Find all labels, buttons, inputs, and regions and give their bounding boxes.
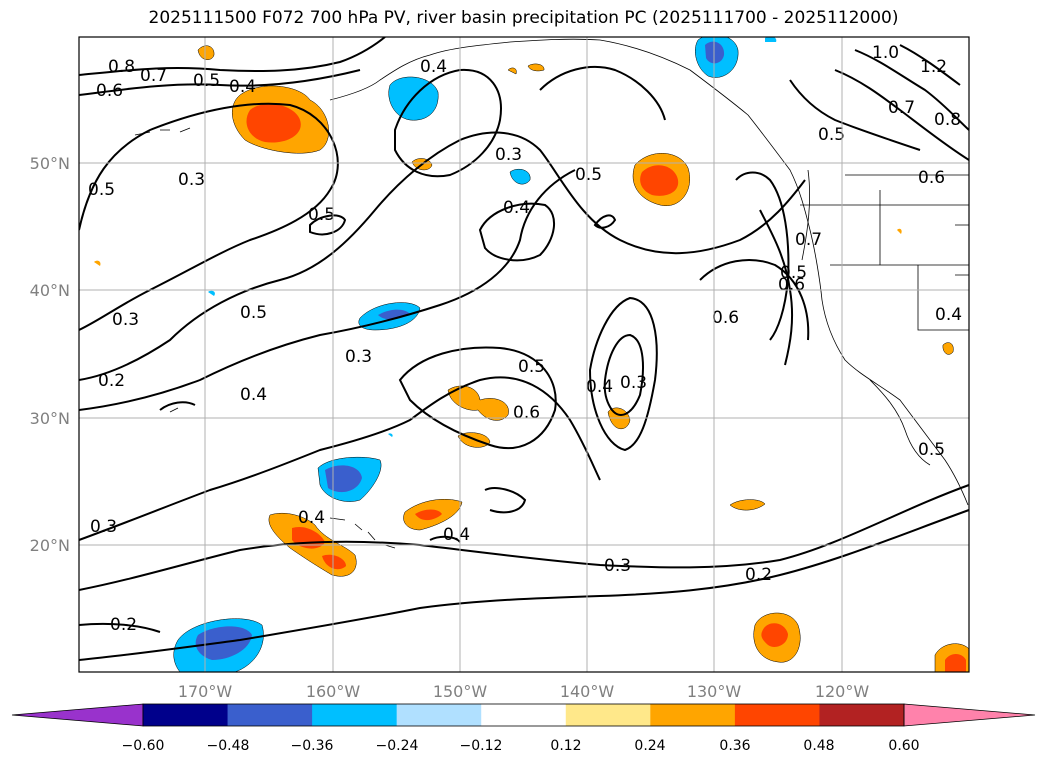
map-area: 0.8 0.7 0.6 0.5 0.4 0.4 0.3 0.5 0.3 0.5 … (79, 37, 969, 672)
colorbar-tick-label: 0.48 (803, 738, 834, 754)
contour-label: 0.3 (495, 145, 522, 165)
lon-label: 160°W (306, 682, 361, 701)
contour-label: 0.7 (140, 66, 167, 86)
contour-label: 0.8 (934, 110, 961, 130)
contour-label: 0.6 (918, 168, 945, 188)
lat-label: 30°N (30, 409, 70, 428)
colorbar-segment (396, 704, 482, 726)
colorbar-segment (143, 704, 229, 726)
colorbar-segment (819, 704, 905, 726)
contour-label: 0.6 (513, 403, 540, 423)
coastlines (134, 38, 969, 549)
colorbar-tick-label: 0.24 (634, 738, 665, 754)
lat-label: 20°N (30, 536, 70, 555)
colorbar-extend-high (903, 703, 1036, 727)
contour-label: 0.2 (110, 615, 137, 635)
colorbar-segment (312, 704, 398, 726)
contour-label: 0.4 (229, 77, 256, 97)
precip-shading (94, 37, 969, 672)
colorbar-tick-label: −0.36 (291, 738, 334, 754)
colorbar-tick-labels: −0.60 −0.48 −0.36 −0.24 −0.12 0.12 0.24 … (122, 738, 920, 754)
contour-label: 1.2 (920, 57, 947, 77)
contour-label: 0.3 (345, 347, 372, 367)
colorbar-tick-label: 0.12 (550, 738, 581, 754)
colorbar-tick-label: 0.36 (719, 738, 750, 754)
contour-label: 0.4 (298, 508, 325, 528)
contour-label: 0.5 (240, 303, 267, 323)
contour-label: 0.4 (586, 377, 613, 397)
colorbar-tick-label: −0.60 (122, 738, 165, 754)
contour-label: 0.4 (420, 57, 447, 77)
contour-labels: 0.8 0.7 0.6 0.5 0.4 0.4 0.3 0.5 0.3 0.5 … (88, 43, 962, 635)
contour-label: 0.3 (178, 170, 205, 190)
contour-label: 0.4 (240, 385, 267, 405)
colorbar-segment (227, 704, 313, 726)
contour-label: 1.0 (872, 43, 899, 63)
contour-label: 0.5 (518, 357, 545, 377)
colorbar-segment (650, 704, 736, 726)
contour-label: 0.4 (503, 198, 530, 218)
lon-label: 140°W (560, 682, 615, 701)
contour-label: 0.3 (620, 373, 647, 393)
chart-title: 2025111500 F072 700 hPa PV, river basin … (148, 8, 899, 28)
contour-label: 0.5 (88, 180, 115, 200)
colorbar-extend-low (11, 703, 144, 727)
colorbar-segment (565, 704, 651, 726)
contour-label: 0.4 (443, 525, 470, 545)
contour-label: 0.3 (90, 517, 117, 537)
map-frame (78, 36, 970, 673)
lon-label: 150°W (433, 682, 488, 701)
contour-label: 0.5 (575, 165, 602, 185)
contour-label: 0.5 (193, 71, 220, 91)
lon-label: 120°W (815, 682, 870, 701)
contour-label: 0.3 (604, 556, 631, 576)
colorbar-tick-label: −0.12 (460, 738, 503, 754)
contour-label: 0.6 (96, 81, 123, 101)
lon-label: 130°W (687, 682, 742, 701)
contour-label: 0.7 (888, 98, 915, 118)
lat-label: 40°N (30, 281, 70, 300)
lon-label: 170°W (178, 682, 233, 701)
colorbar: −0.60 −0.48 −0.36 −0.24 −0.12 0.12 0.24 … (11, 703, 1036, 754)
latitude-labels: 50°N 40°N 30°N 20°N (30, 154, 70, 555)
colorbar-segments (11, 703, 1036, 727)
contour-label: 0.3 (112, 310, 139, 330)
colorbar-segment (734, 704, 820, 726)
contour-label: 0.7 (795, 230, 822, 250)
contour-label: 0.5 (918, 440, 945, 460)
gridlines (79, 37, 969, 672)
longitude-labels: 170°W 160°W 150°W 140°W 130°W 120°W (178, 682, 870, 701)
colorbar-tick-label: −0.24 (376, 738, 419, 754)
contour-label: 0.2 (98, 371, 125, 391)
colorbar-tick-label: −0.48 (207, 738, 250, 754)
contour-label: 0.4 (935, 305, 962, 325)
lat-label: 50°N (30, 154, 70, 173)
contour-label: 0.2 (745, 565, 772, 585)
contour-label: 0.6 (712, 308, 739, 328)
colorbar-outline (142, 703, 905, 727)
colorbar-tick-label: 0.60 (888, 738, 919, 754)
contour-label: 0.5 (818, 125, 845, 145)
contour-label: 0.8 (108, 57, 135, 77)
contour-label: 0.5 (308, 205, 335, 225)
colorbar-segment (481, 704, 567, 726)
contour-label: 0.5 (780, 263, 807, 283)
